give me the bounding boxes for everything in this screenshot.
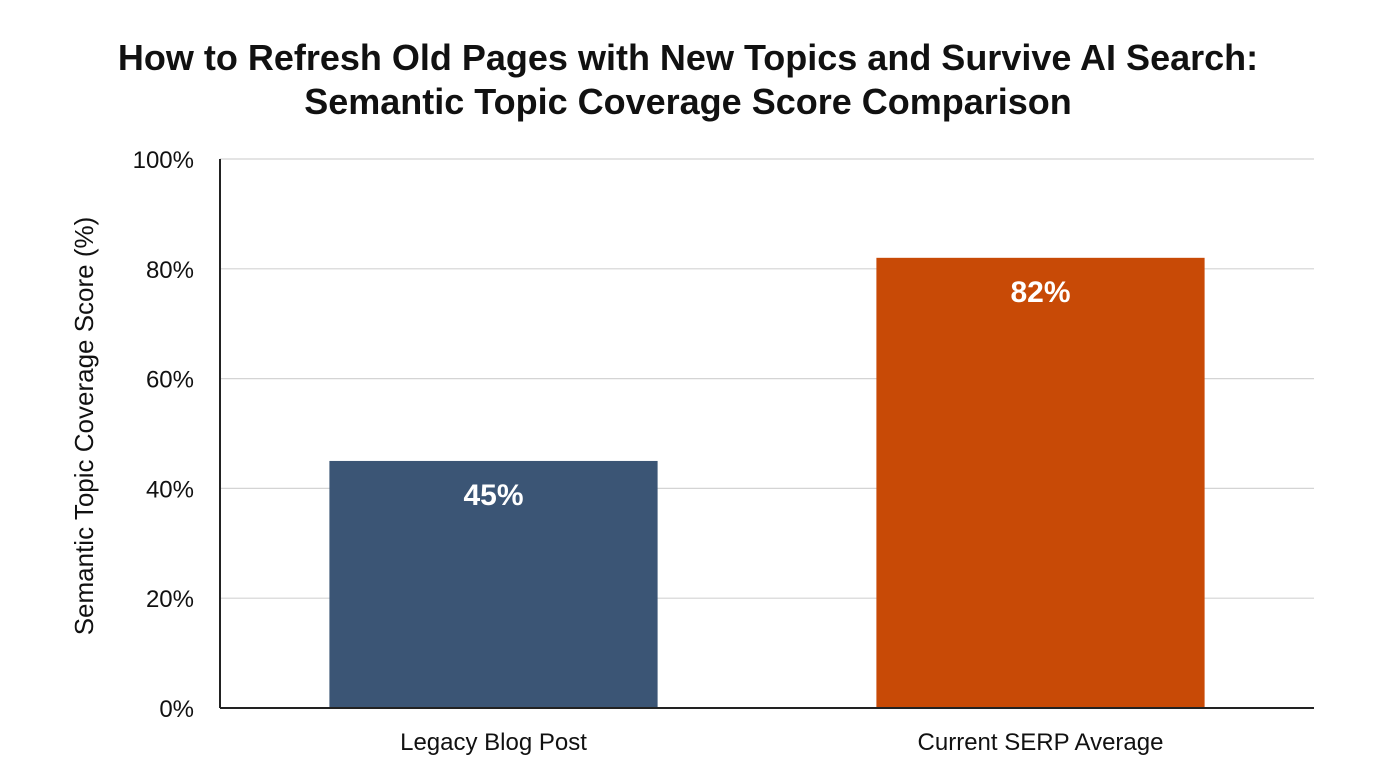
y-tick-label: 80% <box>146 257 194 284</box>
data-labels: 45% 82% <box>463 276 1070 512</box>
y-tick-label: 0% <box>159 696 194 723</box>
x-tick-labels: Legacy Blog Post Current SERP Average <box>400 729 1163 756</box>
x-tick-label: Legacy Blog Post <box>400 729 587 756</box>
data-label: 82% <box>1010 276 1070 309</box>
bars <box>329 257 1205 708</box>
y-tick-label: 60% <box>146 367 194 394</box>
y-tick-label: 20% <box>146 586 194 613</box>
axes <box>219 159 1314 709</box>
chart-title: How to Refresh Old Pages with New Topics… <box>0 36 1376 124</box>
y-axis-title: Semantic Topic Coverage Score (%) <box>69 217 99 636</box>
y-tick-label: 100% <box>133 147 194 174</box>
chart-subtitle: Semantic Topic Coverage Score Comparison <box>304 81 1072 122</box>
x-tick-label: Current SERP Average <box>918 729 1164 756</box>
chart-title-line-1: How to Refresh Old Pages with New Topics… <box>117 37 1259 78</box>
y-tick-labels: 0% 20% 40% 60% 80% 100% <box>133 147 194 723</box>
bar-legacy-blog-post <box>329 460 658 708</box>
data-label: 45% <box>463 479 523 512</box>
y-tick-label: 40% <box>146 476 194 503</box>
bar-current-serp-average <box>876 257 1205 708</box>
